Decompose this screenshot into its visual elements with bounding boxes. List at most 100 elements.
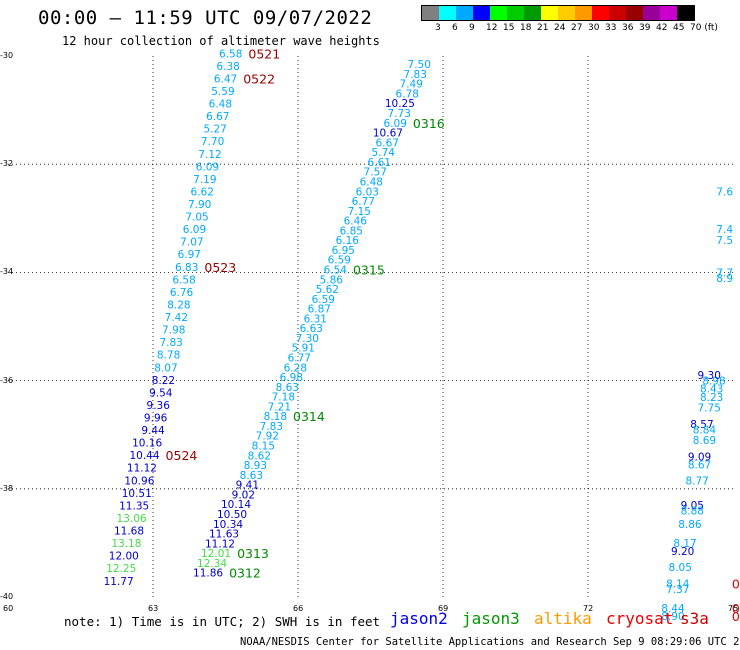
- wave-height-value: 7.21: [268, 401, 291, 413]
- legend-swatch: [626, 6, 643, 20]
- wave-height-value: 6.09: [196, 161, 219, 173]
- legend-swatch: [507, 6, 524, 20]
- wave-height-value: 8.90: [661, 611, 684, 623]
- wave-height-value: 9.54: [149, 387, 173, 399]
- satellite-name-jason2: jason2: [390, 609, 448, 628]
- legend-label: 27: [571, 23, 583, 33]
- legend-label: 36: [622, 23, 634, 33]
- lat-tick-label: -32: [0, 159, 14, 169]
- wave-height-value: 9.02: [232, 489, 255, 501]
- wave-height-value: 11.12: [205, 538, 235, 550]
- wave-height-value: 6.83: [175, 262, 198, 274]
- wave-height-value: 7.70: [201, 136, 224, 148]
- legend-label: 3: [435, 23, 441, 33]
- wave-height-value: 6.87: [308, 304, 331, 316]
- wave-height-value: 11.63: [209, 529, 239, 541]
- wave-height-legend: 3 6 9 12 15 18 21 24 27 30 33 36 39 42 45 70 (ft): [421, 5, 718, 33]
- pass-number-label: 0313: [237, 546, 269, 561]
- satellite-name-altika: altika: [534, 609, 592, 628]
- wave-height-value: 8.62: [248, 450, 271, 462]
- altimeter-tracks: 6.586.386.475.596.486.675.277.707.126.09…: [104, 46, 740, 624]
- wave-height-value: 8.78: [157, 350, 180, 362]
- wave-height-value: 8.05: [669, 562, 692, 574]
- legend-label: 21: [537, 23, 549, 33]
- wave-height-value: 8.77: [685, 476, 708, 488]
- wave-height-value: 5.91: [292, 343, 315, 355]
- wave-height-value: 7.5: [716, 235, 733, 247]
- wave-height-value: 6.09: [183, 224, 206, 236]
- legend-swatch: [592, 6, 609, 20]
- wave-height-value: 8.67: [688, 459, 711, 471]
- lon-tick-label: 75: [728, 604, 739, 613]
- pass-number-label: 04: [732, 609, 740, 624]
- grid-lines: [8, 56, 733, 597]
- wave-height-value: 6.85: [340, 225, 363, 237]
- wave-height-value: 8.28: [167, 299, 190, 311]
- wave-height-value: 8.9: [716, 273, 733, 285]
- pass-number-label: 04: [732, 601, 740, 616]
- pass-number-label: 0521: [248, 46, 280, 61]
- wave-height-value: 9.96: [144, 413, 168, 425]
- wave-height-value: 6.61: [368, 157, 391, 169]
- wave-height-value: 6.95: [332, 245, 355, 257]
- wave-height-value: 7.05: [185, 212, 208, 224]
- legend-swatch: [524, 6, 541, 20]
- map-title: 00:00 – 11:59 UTC 09/07/2022: [38, 7, 373, 29]
- legend-swatch: [558, 6, 575, 20]
- wave-height-value: 5.86: [320, 274, 344, 286]
- wave-height-value: 7.37: [666, 584, 689, 596]
- wave-height-value: 7.6: [716, 186, 733, 198]
- wave-height-value: 9.44: [141, 425, 165, 437]
- wave-height-value: 8.98: [702, 376, 725, 388]
- wave-height-value: 7.90: [188, 199, 211, 211]
- wave-height-value: 10.51: [122, 488, 152, 500]
- wave-height-value: 5.27: [203, 124, 226, 136]
- wave-height-value: 7.19: [193, 174, 216, 186]
- satellite-name-cryosat: cryosat: [606, 609, 674, 628]
- legend-swatch: [439, 6, 456, 20]
- legend-color-bar: [421, 5, 695, 21]
- lat-tick-label: -38: [0, 483, 14, 493]
- wave-height-value: 7.18: [272, 392, 295, 404]
- pass-number-label: 0316: [413, 116, 445, 131]
- wave-height-value: 6.58: [172, 274, 195, 286]
- pass-number-label: 0523: [204, 260, 236, 275]
- wave-height-value: 12.01: [201, 548, 231, 560]
- wave-height-value: 9.20: [671, 546, 694, 558]
- wave-height-value: 10.16: [132, 438, 162, 450]
- legend-label: 12: [486, 23, 498, 33]
- wave-height-value: 11.77: [104, 576, 134, 588]
- wave-height-value: 8.93: [244, 460, 267, 472]
- wave-height-value: 6.03: [356, 186, 379, 198]
- wave-height-value: 6.16: [336, 235, 360, 247]
- wave-height-value: 6.59: [328, 255, 351, 267]
- wave-height-value: 12.34: [197, 558, 227, 570]
- wave-height-value: 7.83: [260, 421, 283, 433]
- wave-height-value: 9.30: [698, 370, 721, 382]
- legend-label: 42: [656, 23, 668, 33]
- wave-height-value: 7.57: [364, 167, 387, 179]
- wave-height-value: 9.41: [236, 480, 259, 492]
- wave-height-value: 9.09: [688, 451, 711, 463]
- wave-height-value: 8.14: [666, 578, 690, 590]
- wave-height-value: 6.46: [344, 216, 368, 228]
- wave-height-value: 7.49: [400, 79, 423, 91]
- legend-label: 70 (ft): [690, 23, 718, 33]
- wave-height-value: 5.74: [372, 147, 396, 159]
- wave-height-value: 6.47: [214, 73, 237, 85]
- wave-height-value: 8.44: [661, 603, 685, 615]
- wave-height-value: 11.12: [127, 463, 157, 475]
- satellite-name-s3a: s3a: [680, 609, 709, 628]
- wave-height-value: 6.63: [300, 323, 323, 335]
- wave-height-value: 6.54: [324, 264, 348, 276]
- legend-labels: 3 6 9 12 15 18 21 24 27 30 33 36 39 42 45 70 (ft): [421, 21, 718, 33]
- lat-tick-label: -30: [0, 51, 14, 60]
- wave-height-value: 6.77: [352, 196, 375, 208]
- legend-label: 9: [469, 23, 475, 33]
- legend-swatch: [677, 6, 694, 20]
- wave-height-value: 6.67: [376, 137, 399, 149]
- wave-height-value: 10.25: [385, 98, 415, 110]
- lat-tick-label: -36: [0, 375, 14, 385]
- map-subtitle: 12 hour collection of altimeter wave hei…: [62, 34, 380, 48]
